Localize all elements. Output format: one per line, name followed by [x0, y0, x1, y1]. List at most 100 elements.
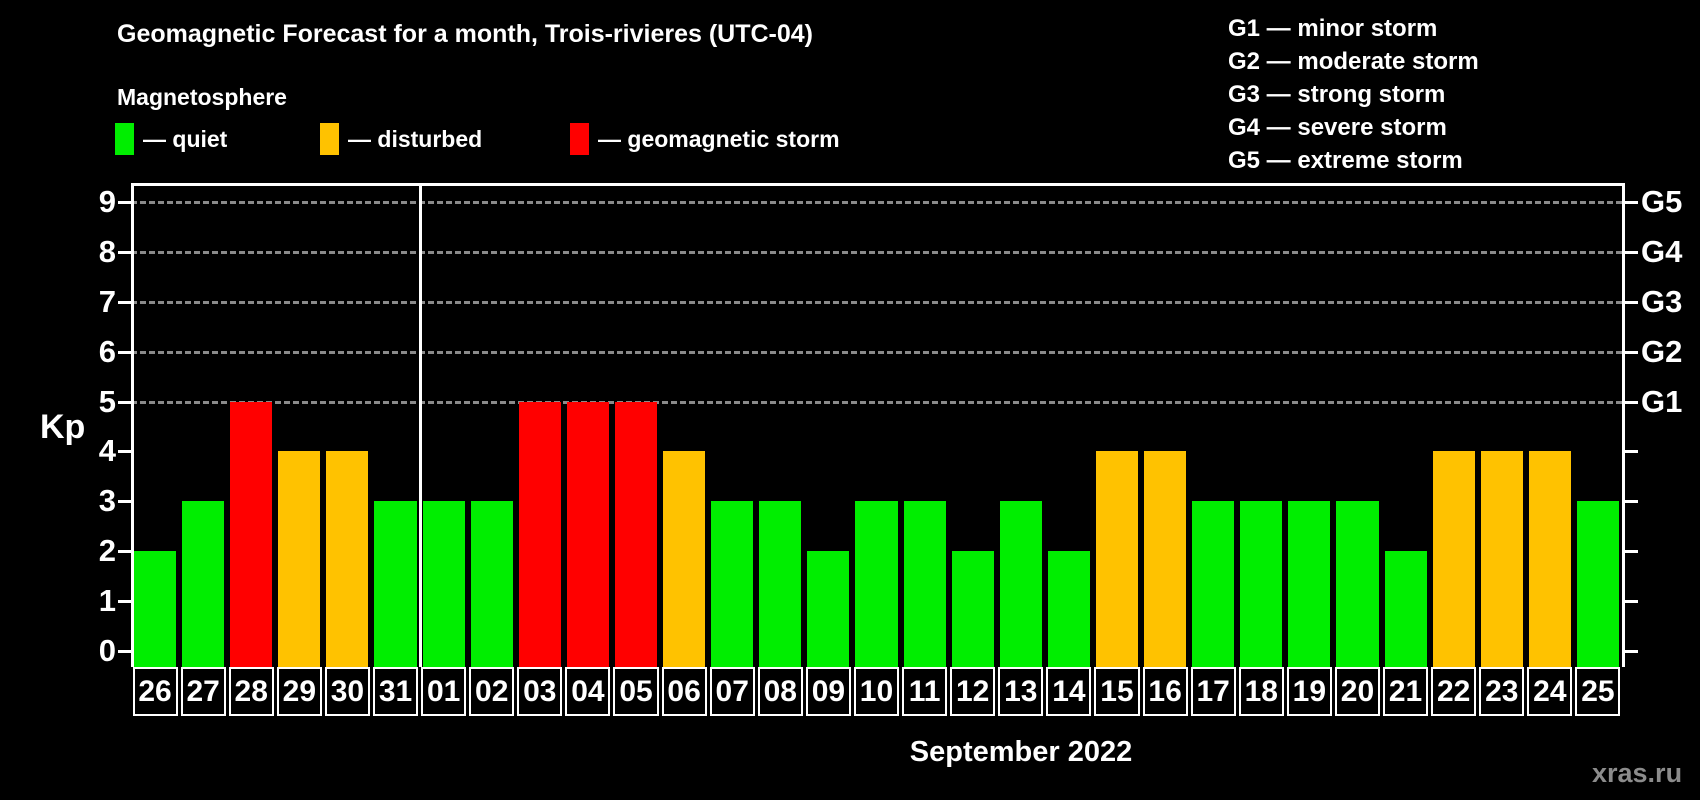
y-axis-tick-label: 2 — [98, 533, 116, 569]
right-axis-line — [1622, 183, 1625, 667]
kp-7-gridline — [131, 300, 1622, 304]
legend-item-label: — geomagnetic storm — [598, 125, 840, 152]
y-axis-tick-label: 0 — [98, 633, 116, 668]
g2-legend-line: G2 — moderate storm — [1228, 48, 1479, 75]
y-axis-tick-label: 4 — [98, 433, 116, 469]
kp-5-gridline — [131, 400, 1622, 404]
disturbed-color-swatch — [320, 123, 339, 155]
day-label: 25 — [1575, 667, 1621, 716]
kp-bar-day-18 — [1240, 501, 1283, 667]
kp-9-gridline — [131, 200, 1622, 204]
kp-bar-day-05 — [614, 401, 658, 667]
day-label: 20 — [1334, 667, 1380, 716]
kp-bar-day-03 — [518, 401, 561, 667]
left-axis-tick — [118, 250, 131, 254]
left-axis-tick — [118, 350, 131, 354]
day-label: 23 — [1479, 667, 1525, 716]
kp-bar-day-23 — [1480, 451, 1523, 667]
right-axis-tick — [1625, 550, 1638, 554]
kp-bar-day-26 — [134, 551, 177, 667]
legend-item-quiet: — quiet — [115, 123, 227, 155]
y-axis-tick-label: 6 — [98, 333, 116, 369]
day-label: 05 — [613, 667, 659, 716]
day-label: 03 — [517, 667, 563, 716]
kp-bar-day-20 — [1336, 501, 1379, 667]
kp-bar-day-21 — [1384, 551, 1427, 667]
chart-title: Geomagnetic Forecast for a month, Trois-… — [117, 20, 813, 48]
left-axis-tick — [118, 450, 131, 454]
left-axis-tick — [118, 550, 131, 554]
legend-item-label: — quiet — [143, 125, 228, 152]
kp-bar-day-22 — [1432, 451, 1475, 667]
day-label: 28 — [228, 667, 274, 716]
day-label: 02 — [469, 667, 515, 716]
day-label: 11 — [902, 667, 948, 716]
day-label: 24 — [1527, 667, 1573, 716]
y-axis-tick-label: 1 — [98, 583, 116, 619]
g1-legend-line: G1 — minor storm — [1228, 15, 1438, 42]
kp-8-gridline — [131, 250, 1622, 254]
g-scale-label: G1 — [1641, 383, 1683, 419]
kp-bar-day-30 — [326, 451, 369, 667]
storm-scale-legend: G1 — minor storm G2 — moderate storm G3 … — [1228, 12, 1479, 177]
kp-bar-day-06 — [663, 451, 706, 667]
kp-bar-day-15 — [1095, 451, 1139, 667]
left-axis-tick — [118, 200, 131, 204]
quiet-color-swatch — [115, 123, 134, 155]
day-label: 07 — [709, 667, 755, 716]
kp-bar-day-04 — [566, 401, 609, 667]
month-separator-line — [418, 183, 422, 667]
kp-bar-day-10 — [855, 501, 898, 667]
kp-bar-day-08 — [759, 501, 802, 667]
kp-bar-day-31 — [374, 501, 417, 667]
right-axis-tick — [1625, 450, 1638, 454]
day-label: 09 — [805, 667, 851, 716]
storm-color-swatch — [570, 123, 589, 155]
day-label: 16 — [1142, 667, 1188, 716]
day-label: 29 — [276, 667, 322, 716]
left-axis-tick — [118, 400, 131, 404]
day-label: 15 — [1094, 667, 1140, 716]
y-axis-tick-label: 3 — [98, 483, 116, 519]
day-label: 27 — [180, 667, 226, 716]
watermark: xras.ru — [1592, 758, 1683, 788]
kp-bar-day-25 — [1576, 501, 1619, 667]
left-axis-tick — [118, 600, 131, 604]
g4-legend-line: G4 — severe storm — [1228, 114, 1447, 141]
day-label: 12 — [950, 667, 996, 716]
day-label: 26 — [132, 667, 178, 716]
plot-top-border — [131, 183, 1625, 186]
g3-legend-line: G3 — strong storm — [1228, 81, 1446, 108]
day-label: 30 — [324, 667, 370, 716]
kp-bar-day-12 — [951, 551, 994, 667]
day-label: 04 — [565, 667, 611, 716]
kp-bar-day-11 — [903, 501, 946, 667]
g5-legend-line: G5 — extreme storm — [1228, 147, 1463, 174]
legend-title: Magnetosphere — [117, 84, 287, 110]
day-label: 06 — [661, 667, 707, 716]
day-label: 14 — [1046, 667, 1092, 716]
kp-bar-day-09 — [807, 551, 850, 667]
day-label: 19 — [1286, 667, 1332, 716]
g-scale-label: G5 — [1641, 183, 1683, 219]
kp-bar-day-07 — [711, 501, 754, 667]
day-label: 18 — [1238, 667, 1284, 716]
day-label: 08 — [757, 667, 803, 716]
kp-bar-day-01 — [422, 501, 465, 667]
day-label: 31 — [372, 667, 419, 716]
x-axis-title: September 2022 — [909, 736, 1133, 768]
kp-bar-day-19 — [1288, 501, 1331, 667]
g-scale-label: G4 — [1641, 233, 1683, 269]
y-axis-tick-label: 8 — [98, 233, 116, 269]
right-axis-tick — [1625, 650, 1638, 653]
y-axis-tick-label: 9 — [98, 183, 116, 219]
right-axis-tick — [1625, 200, 1638, 204]
day-label: 22 — [1431, 667, 1477, 716]
left-axis-tick — [118, 650, 131, 653]
g-scale-label: G2 — [1641, 333, 1683, 369]
right-axis-tick — [1625, 300, 1638, 304]
left-axis-tick — [118, 300, 131, 304]
left-axis-tick — [118, 500, 131, 504]
day-label: 10 — [853, 667, 900, 716]
